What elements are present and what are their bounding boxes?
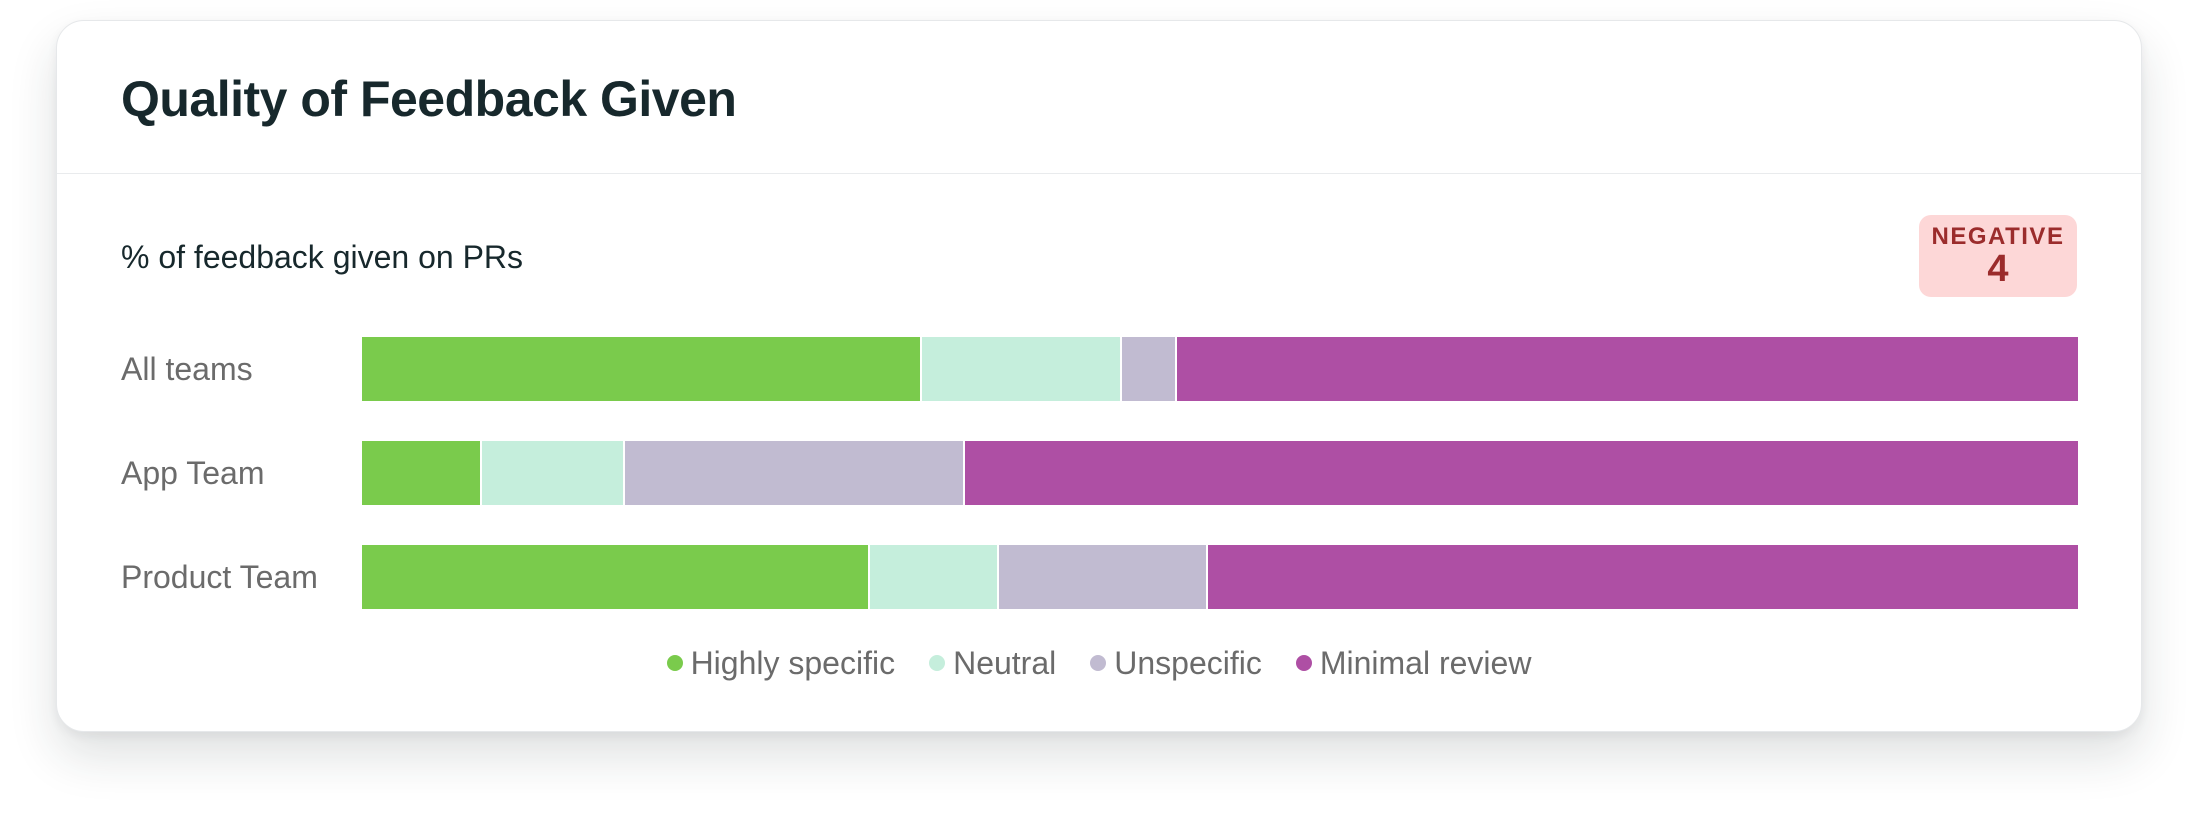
bar-row: App Team xyxy=(57,441,2141,505)
feedback-quality-card: Quality of Feedback Given % of feedback … xyxy=(56,20,2142,732)
card-title: Quality of Feedback Given xyxy=(121,71,737,127)
bar-segment-highly-specific[interactable] xyxy=(362,337,920,401)
stacked-bar xyxy=(362,441,2078,505)
legend-label: Minimal review xyxy=(1319,645,1532,681)
bar-segment-unspecific[interactable] xyxy=(622,441,963,505)
chart-subtitle: % of feedback given on PRs xyxy=(121,239,524,275)
stacked-bar xyxy=(362,545,2078,609)
legend-item[interactable]: Unspecific xyxy=(1090,647,1262,679)
bar-segment-neutral[interactable] xyxy=(868,545,997,609)
bar-row-label: App Team xyxy=(121,455,265,491)
legend-dot-icon xyxy=(666,655,683,671)
legend-label: Neutral xyxy=(953,645,1057,681)
legend-dot-icon xyxy=(1090,655,1107,671)
bar-segment-unspecific[interactable] xyxy=(996,545,1207,609)
legend-item[interactable]: Highly specific xyxy=(666,645,896,681)
badge-value: 4 xyxy=(1987,247,2009,290)
legend-dot-icon xyxy=(1295,655,1312,671)
bar-row: All teams xyxy=(57,337,2141,401)
legend-item[interactable]: Minimal review xyxy=(1295,645,1532,681)
bar-segment-minimal-review[interactable] xyxy=(1175,337,2078,401)
bar-segment-neutral[interactable] xyxy=(480,441,623,505)
bar-row-label: Product Team xyxy=(121,559,318,595)
chart-legend: Highly specific Neutral Unspecific Minimal … xyxy=(57,647,2141,679)
bar-segment-unspecific[interactable] xyxy=(1120,337,1176,401)
legend-dot-icon xyxy=(929,655,946,671)
bar-row-label: All teams xyxy=(121,351,253,387)
card-header: Quality of Feedback Given xyxy=(57,21,2141,174)
bar-segment-minimal-review[interactable] xyxy=(962,441,2078,505)
bar-segment-highly-specific[interactable] xyxy=(362,545,869,609)
legend-item[interactable]: Neutral xyxy=(929,647,1056,679)
legend-label: Highly specific xyxy=(690,645,896,681)
bar-row: Product Team xyxy=(57,545,2141,609)
bar-segment-neutral[interactable] xyxy=(919,337,1121,401)
badge-label: NEGATIVE xyxy=(1931,223,2065,251)
bar-segment-minimal-review[interactable] xyxy=(1206,545,2078,609)
legend-label: Unspecific xyxy=(1114,645,1262,681)
stacked-bar xyxy=(362,337,2078,401)
negative-badge: NEGATIVE 4 xyxy=(1919,215,2077,297)
bar-segment-highly-specific[interactable] xyxy=(362,441,481,505)
